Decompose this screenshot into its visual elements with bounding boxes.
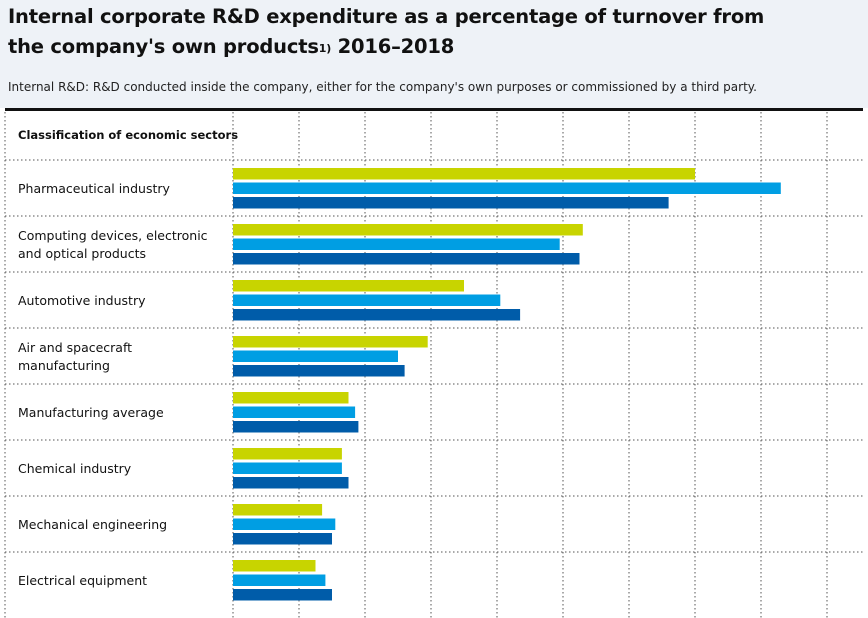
bar-series-0 — [233, 168, 695, 180]
bar-series-0 — [233, 336, 428, 348]
bar-series-1 — [233, 574, 326, 586]
bar-series-2 — [233, 365, 405, 377]
category-label: Automotive industry — [18, 293, 146, 308]
bar-series-1 — [233, 462, 342, 474]
bar-series-1 — [233, 406, 356, 418]
title-line-2-text: the company's own products — [8, 35, 319, 58]
category-label: Manufacturing average — [18, 405, 164, 420]
chart-subtitle: Internal R&D: R&D conducted inside the c… — [8, 80, 757, 94]
bar-series-0 — [233, 280, 464, 292]
title-line-1: Internal corporate R&D expenditure as a … — [8, 5, 765, 28]
bar-series-0 — [233, 224, 583, 236]
bar-series-0 — [233, 560, 316, 572]
bar-series-0 — [233, 448, 342, 460]
bar-series-2 — [233, 197, 669, 209]
bar-series-2 — [233, 421, 359, 433]
bar-series-1 — [233, 182, 781, 194]
title-line-2: the company's own products1) 2016–2018 — [8, 32, 858, 62]
bar-chart — [4, 112, 863, 618]
bar-series-2 — [233, 589, 332, 601]
bar-series-2 — [233, 309, 521, 321]
bar-series-1 — [233, 238, 560, 250]
bar-series-1 — [233, 294, 501, 306]
bar-series-2 — [233, 477, 349, 489]
bar-series-1 — [233, 350, 398, 362]
chart-title: Internal corporate R&D expenditure as a … — [8, 2, 858, 62]
title-years: 2016–2018 — [337, 35, 455, 58]
category-label: Chemical industry — [18, 461, 132, 476]
bar-series-0 — [233, 392, 349, 404]
category-label: Air and spacecraft manufacturing — [18, 340, 133, 373]
bar-series-1 — [233, 518, 336, 530]
category-label: Pharmaceutical industry — [18, 181, 170, 196]
bar-series-2 — [233, 253, 580, 265]
title-footnote-marker: 1) — [318, 42, 332, 55]
category-label: Electrical equipment — [18, 573, 148, 588]
header-band — [0, 0, 868, 108]
category-label: Mechanical engineering — [18, 517, 168, 532]
column-header: Classification of economic sectors — [18, 128, 239, 142]
top-rule — [5, 108, 863, 111]
category-label: Computing devices, electronic and optica… — [18, 228, 208, 261]
bar-series-2 — [233, 533, 332, 545]
bar-series-0 — [233, 504, 323, 516]
